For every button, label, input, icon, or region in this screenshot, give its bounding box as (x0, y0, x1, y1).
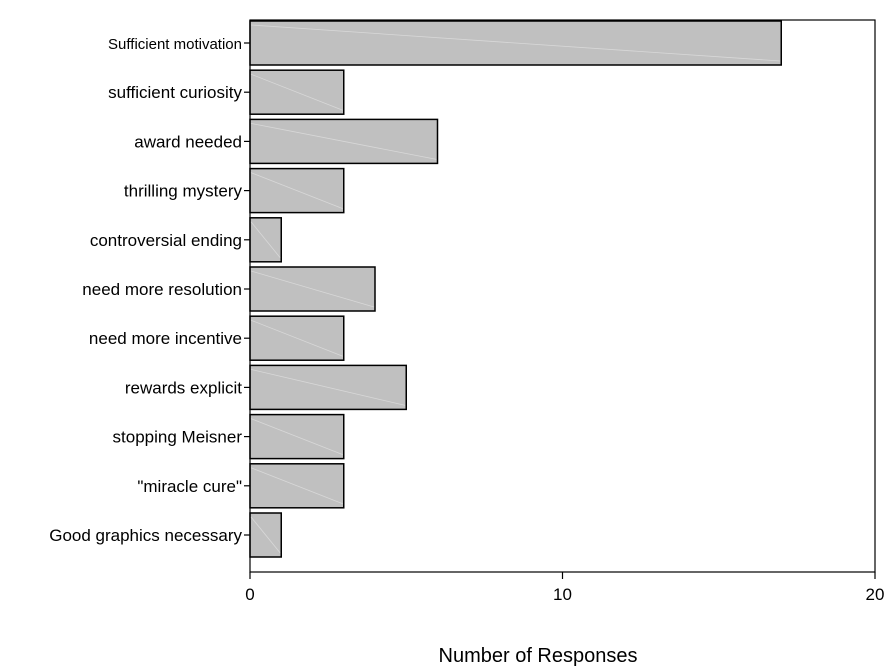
category-label: need more incentive (89, 329, 242, 348)
bar-sheen (250, 172, 343, 209)
x-axis-title: Number of Responses (439, 645, 638, 667)
category-label: controversial ending (90, 231, 242, 250)
bar-sheen (250, 467, 343, 505)
x-tick-label: 20 (866, 585, 885, 604)
category-label: Good graphics necessary (49, 526, 242, 545)
bar-sheen (250, 319, 343, 357)
bar (249, 413, 345, 460)
bar-sheen (250, 270, 375, 308)
category-label: need more resolution (82, 280, 242, 299)
bar-sheen (250, 221, 281, 259)
bar-sheen (250, 73, 343, 111)
category-label: thrilling mystery (124, 182, 243, 201)
bar-sheen (250, 516, 281, 554)
category-label: Sufficient motivation (108, 36, 242, 53)
category-labels: Sufficient motivation sufficient curiosit… (49, 36, 242, 545)
plot-area-frame (249, 19, 876, 573)
x-tick-label: 0 (245, 585, 254, 604)
bar-sheen (250, 369, 406, 406)
category-label: award needed (134, 132, 242, 151)
category-label: sufficient curiosity (108, 83, 242, 102)
x-axis-ticks: 0 10 20 (244, 42, 885, 604)
bar-sheen (250, 418, 343, 455)
bars-layer (249, 20, 782, 558)
category-label: stopping Meisner (113, 428, 243, 447)
category-label: rewards explicit (125, 378, 242, 397)
category-label: "miracle cure" (137, 477, 242, 496)
bar-sheen (250, 24, 781, 62)
x-tick-label: 10 (553, 585, 572, 604)
bar-sheen (250, 123, 437, 160)
